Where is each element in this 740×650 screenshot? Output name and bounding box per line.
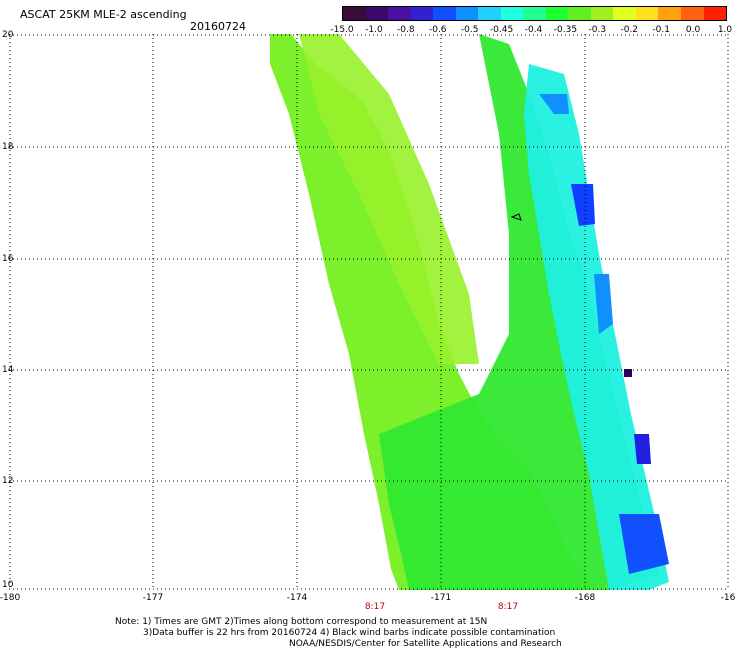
- scale-label: -0.35: [553, 25, 578, 35]
- color-swatch: [658, 7, 681, 20]
- color-swatch: [613, 7, 636, 20]
- color-swatch: [388, 7, 411, 20]
- scale-label: -0.2: [620, 25, 639, 35]
- color-swatch: [545, 7, 569, 20]
- lon-label: -177: [142, 593, 164, 603]
- scale-label: -0.3: [588, 25, 607, 35]
- scale-label: 1.0: [717, 25, 733, 35]
- lon-label: -171: [430, 593, 452, 603]
- color-swatch: [703, 7, 727, 20]
- scale-label: -0.8: [397, 25, 415, 35]
- scale-label: -0.6: [428, 25, 447, 35]
- wind-barb: [510, 213, 522, 221]
- time-label: 8:17: [364, 602, 386, 612]
- lat-label: 10: [2, 580, 14, 590]
- lat-label: 14: [2, 365, 14, 375]
- swath-map: [9, 34, 729, 590]
- swath-core: [299, 34, 479, 364]
- lat-label: 16: [2, 254, 14, 264]
- time-label: 8:17: [497, 602, 519, 612]
- scale-label: -0.45: [489, 25, 514, 35]
- footnotes: Note: 1) Times are GMT 2)Times along bot…: [115, 617, 562, 650]
- dark-cell: [624, 369, 632, 377]
- lon-label: -180: [0, 593, 21, 603]
- scale-label: -0.5: [460, 25, 479, 35]
- note-line-1: Note: 1) Times are GMT 2)Times along bot…: [115, 617, 488, 627]
- color-swatch: [433, 7, 456, 20]
- color-swatch: [523, 7, 546, 20]
- lon-label: -168: [574, 593, 596, 603]
- lon-label: -174: [286, 593, 308, 603]
- lat-label: 20: [2, 30, 14, 40]
- product-title: ASCAT 25KM MLE-2 ascending: [20, 8, 187, 21]
- scale-label: -1.0: [365, 25, 383, 35]
- scale-label: -0.1: [652, 25, 670, 35]
- color-swatch: [590, 7, 614, 20]
- grid-lines: [9, 34, 729, 590]
- blue-cell-b: [571, 184, 595, 226]
- lat-label: 18: [2, 142, 14, 152]
- note-line-2: 3)Data buffer is 22 hrs from 20160724 4)…: [143, 628, 556, 638]
- scale-label: 0.0: [685, 25, 701, 35]
- lon-label: -16: [720, 593, 736, 603]
- color-scale-bar: [342, 6, 727, 21]
- color-swatch: [635, 7, 659, 20]
- scale-label: -0.4: [524, 25, 543, 35]
- swath-layer: [270, 34, 669, 590]
- color-swatch: [410, 7, 434, 20]
- note-line-3: NOAA/NESDIS/Center for Satellite Applica…: [289, 639, 562, 649]
- blue-cell-d: [634, 434, 651, 464]
- blue-cell-a: [539, 94, 569, 114]
- lat-label: 12: [2, 476, 14, 486]
- cyan-edge: [524, 64, 669, 590]
- blue-cell-e: [619, 514, 669, 574]
- color-swatch: [365, 7, 389, 20]
- blue-cell-c: [594, 274, 613, 334]
- color-swatch: [343, 7, 366, 20]
- color-swatch: [478, 7, 501, 20]
- product-date: 20160724: [190, 20, 246, 33]
- color-swatch: [680, 7, 704, 20]
- color-swatch: [500, 7, 524, 20]
- color-scale-labels: -15.0 -1.0 -0.8 -0.6 -0.5 -0.45 -0.4 -0.…: [330, 25, 732, 37]
- color-swatch: [568, 7, 591, 20]
- scale-label: -15.0: [330, 25, 354, 35]
- color-swatch: [455, 7, 479, 20]
